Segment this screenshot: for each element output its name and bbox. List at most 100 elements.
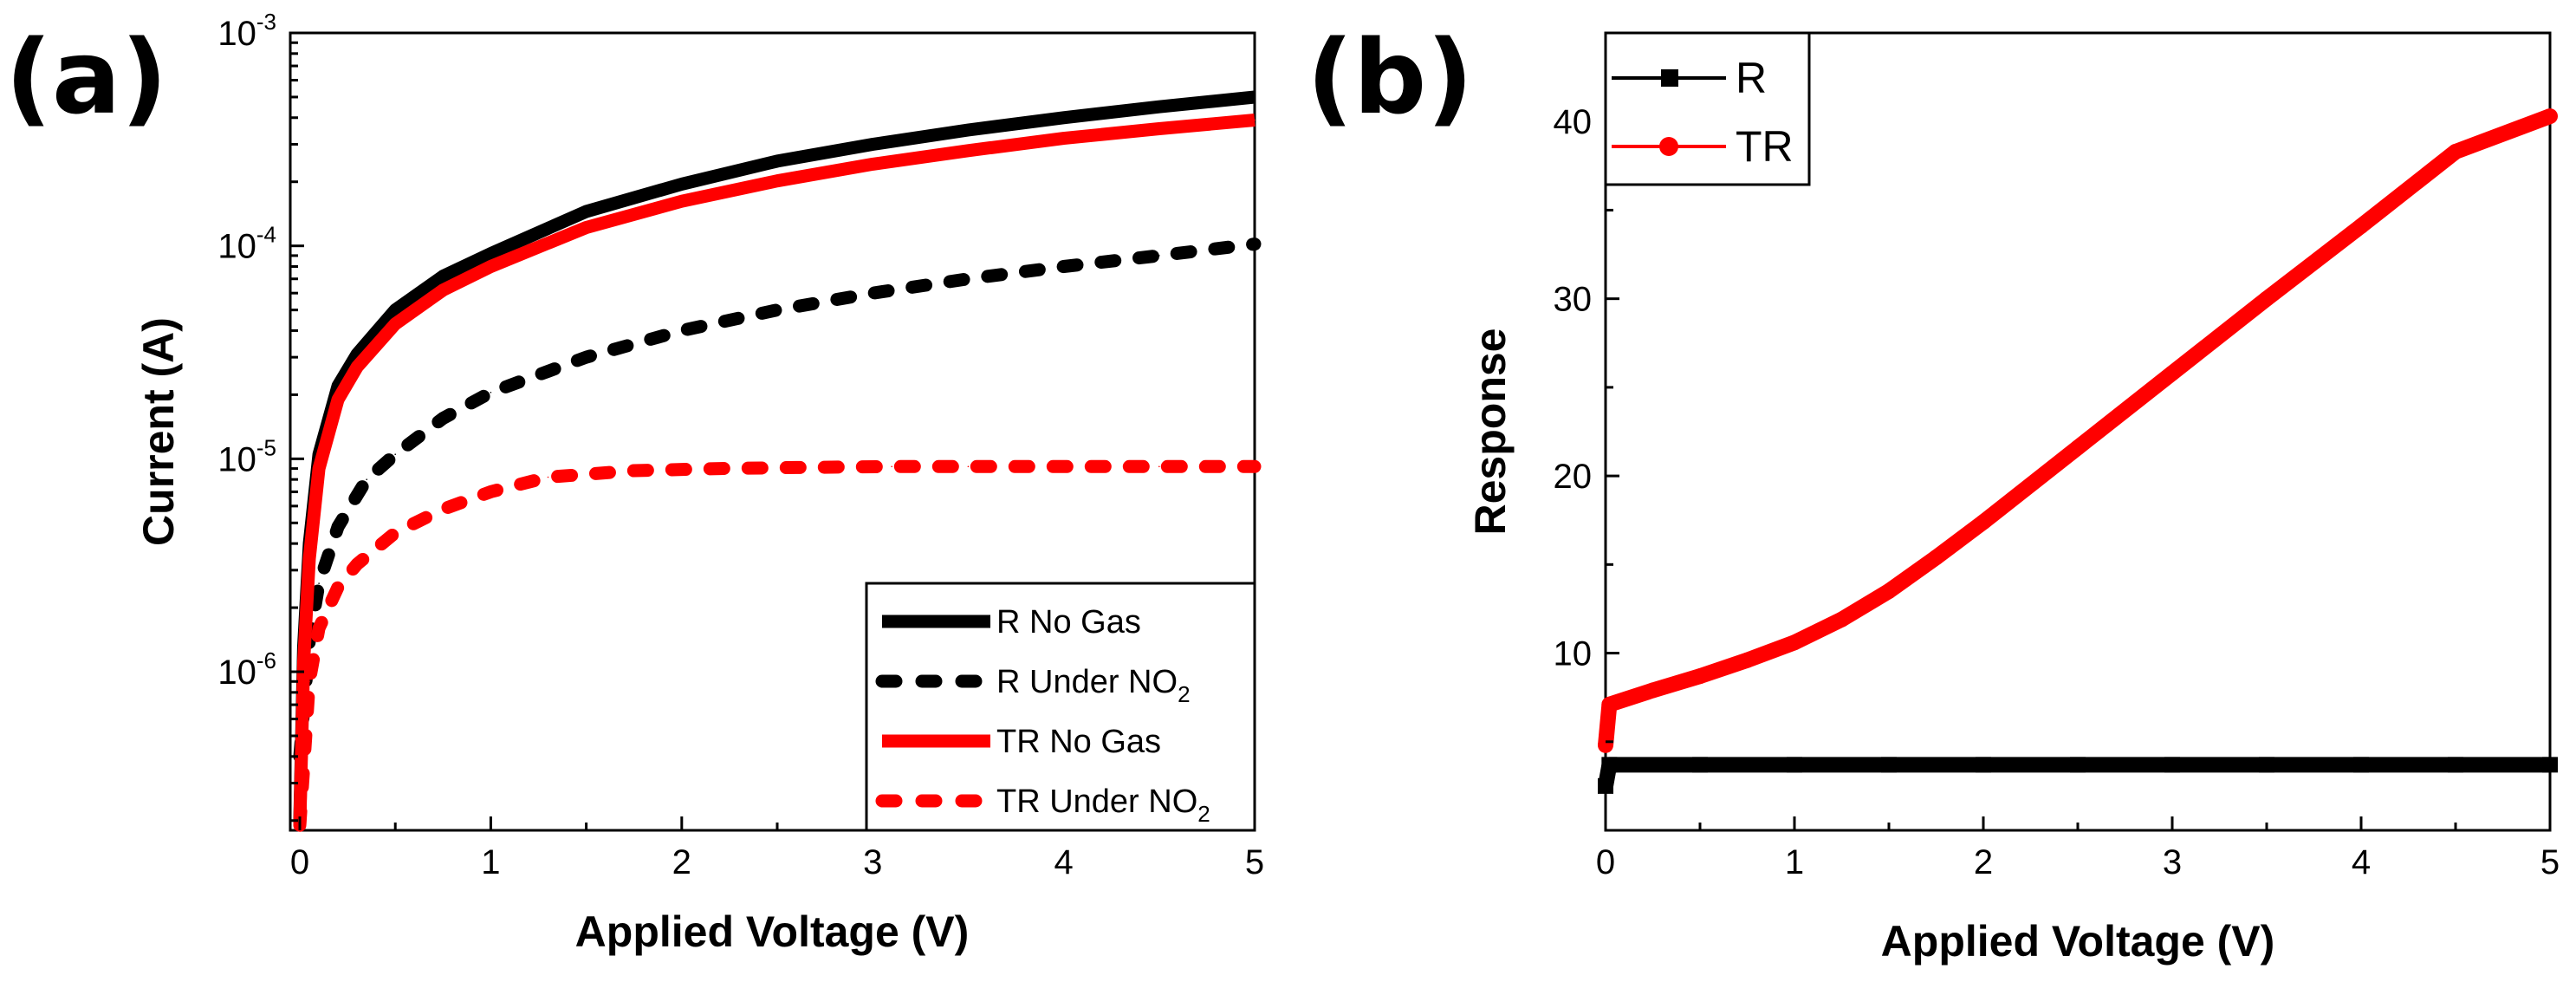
series-a-2-point xyxy=(302,662,305,664)
chart-a-legend-label: R No Gas xyxy=(996,604,1141,641)
series-a-1-point xyxy=(1062,265,1065,268)
chart-a-y-tick-label: 10-4 xyxy=(217,222,276,266)
series-a-0-point xyxy=(1254,96,1256,98)
series-b-0-point xyxy=(1976,757,1991,773)
series-a-3-point xyxy=(1062,465,1065,468)
chart-a-y-axis-title: Current (A) xyxy=(134,317,183,546)
chart-b-x-tick-label: 4 xyxy=(2352,843,2371,881)
series-b-1-point xyxy=(1601,696,1618,712)
chart-b-legend-label: R xyxy=(1736,54,1767,102)
series-b-0-point xyxy=(2164,757,2180,773)
chart-a-y-tick-label: 10-5 xyxy=(217,434,276,478)
series-a-3-line xyxy=(293,459,1262,832)
series-a-3-point xyxy=(1254,465,1256,468)
series-a-1-point xyxy=(394,453,397,455)
series-b-1-point xyxy=(1598,737,1613,753)
chart-b-x-axis-title: Applied Voltage (V) xyxy=(1881,917,2275,966)
series-b-1-point xyxy=(1692,668,1708,685)
series-a-1-point xyxy=(490,392,492,393)
series-b-0-point xyxy=(2353,757,2369,773)
series-a-2-point xyxy=(585,226,587,229)
series-a-0-point xyxy=(442,275,444,277)
series-a-3-point xyxy=(1158,465,1160,468)
series-b-0-point xyxy=(2448,757,2463,773)
series-b-0-point xyxy=(2259,757,2274,773)
series-b-0-point xyxy=(1881,757,1897,773)
series-a-1-point xyxy=(366,478,368,480)
series-a-1-point xyxy=(1254,243,1256,245)
series-a-3-point xyxy=(719,467,721,470)
series-a-0-point xyxy=(394,309,397,311)
chart-a-legend-label: R Under NO2 xyxy=(996,664,1191,707)
series-b-1-point xyxy=(2448,143,2463,159)
series-a-2-point xyxy=(1062,137,1065,140)
series-b-1-point xyxy=(1833,611,1850,628)
series-a-1-point xyxy=(776,309,778,311)
series-a-0-point xyxy=(356,353,358,355)
chart-a-legend-label: TR Under NO2 xyxy=(996,784,1210,827)
chart-b-x-tick-label: 0 xyxy=(1596,843,1615,881)
series-a-3-point xyxy=(967,465,970,468)
series-b-0-point xyxy=(1692,757,1708,773)
series-b-1-point xyxy=(2542,108,2558,125)
series-a-2-point xyxy=(681,200,683,202)
chart-b-y-tick-label: 10 xyxy=(1554,635,1593,673)
series-b-1-point xyxy=(2259,290,2274,307)
series-a-1-point xyxy=(1158,255,1160,257)
chart-a-legend-label: TR No Gas xyxy=(996,724,1161,760)
series-b-1-point xyxy=(2070,439,2086,456)
series-a-3-point xyxy=(302,768,305,770)
series-b-1-point xyxy=(1739,652,1755,668)
chart-b-legend-box xyxy=(1604,31,1811,186)
chart-b-legend: R TR xyxy=(1604,31,1811,186)
panel-a-label: (a) xyxy=(5,17,168,137)
series-a-2-point xyxy=(318,467,320,470)
series-b-0-line xyxy=(1598,757,2550,788)
series-a-0-point xyxy=(681,183,683,185)
series-a-0-point xyxy=(585,211,587,212)
series-b-0-point xyxy=(1598,777,1613,794)
chart-b-y-tick-label: 40 xyxy=(1554,103,1593,141)
chart-a: 0 1 2 3 4 5 10-6 10-5 10-4 10-3 Applied Voltage … xyxy=(134,9,1264,956)
series-a-1-point xyxy=(442,417,444,419)
series-b-1-point xyxy=(1881,583,1897,599)
series-b-1-point xyxy=(1976,514,1991,530)
chart-b-y-tick-label: 20 xyxy=(1554,458,1593,496)
chart-a-frame xyxy=(289,31,1256,832)
series-b-0-point xyxy=(1601,757,1618,773)
chart-b-legend-marker xyxy=(1661,69,1678,87)
series-a-0-point xyxy=(776,160,778,162)
series-a-2-point xyxy=(776,179,778,182)
chart-b: 0 1 2 3 4 5 10 20 30 40 Applied Voltage (V) Resp… xyxy=(1466,31,2560,966)
series-b-1-point xyxy=(2353,218,2369,234)
series-a-1-line xyxy=(293,237,1262,764)
chart-a-legend: R No Gas R Under NO2 TR No Gas TR Under NO2 xyxy=(865,582,1256,832)
chart-b-x-axis: 0 1 2 3 4 5 xyxy=(1596,816,2560,881)
series-a-1-point xyxy=(681,329,683,332)
series-a-1-point xyxy=(337,525,339,528)
series-a-1-point xyxy=(967,277,970,280)
series-b-0-point xyxy=(2542,757,2558,773)
series-a-3-point xyxy=(318,628,320,629)
chart-a-x-tick-label: 3 xyxy=(863,843,882,881)
series-a-2-point xyxy=(1254,119,1256,121)
series-b-1-point xyxy=(1645,682,1661,699)
series-b-1-point xyxy=(1787,634,1802,651)
chart-a-y-axis: 10-6 10-5 10-4 10-3 xyxy=(217,9,304,823)
chart-b-legend-label: TR xyxy=(1736,122,1794,171)
chart-b-x-tick-label: 3 xyxy=(2163,843,2182,881)
chart-a-y-tick-label: 10-6 xyxy=(217,647,276,692)
chart-a-y-tick-label: 10-3 xyxy=(217,9,276,53)
series-a-0-point xyxy=(1062,117,1065,119)
series-a-2-point xyxy=(967,150,970,152)
chart-a-x-axis-title: Applied Voltage (V) xyxy=(575,907,970,956)
series-a-0-point xyxy=(872,143,873,146)
chart-b-x-tick-label: 2 xyxy=(1974,843,1993,881)
series-a-1-point xyxy=(872,292,873,295)
series-a-0-point xyxy=(967,129,970,131)
series-a-3-point xyxy=(356,563,358,565)
chart-b-x-tick-label: 1 xyxy=(1785,843,1804,881)
chart-a-series-group xyxy=(293,90,1262,832)
chart-b-y-axis: 10 20 30 40 xyxy=(1554,103,1619,744)
